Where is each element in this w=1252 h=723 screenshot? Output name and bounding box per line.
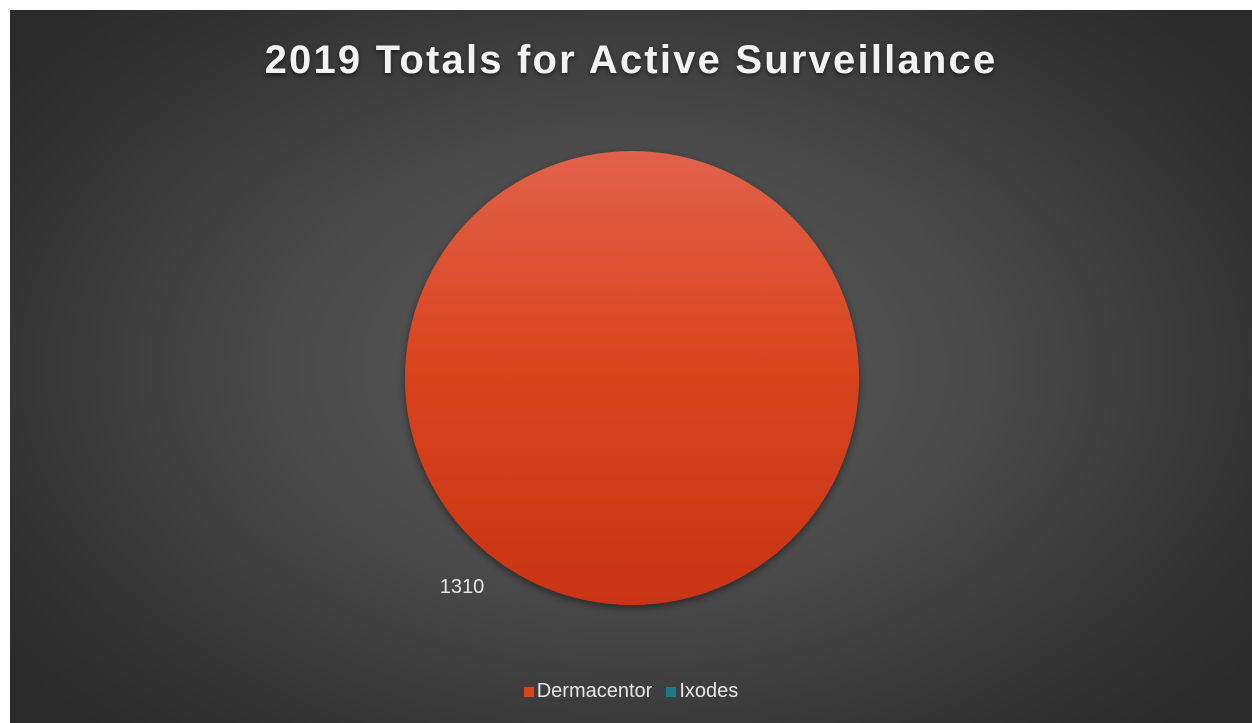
legend-swatch-ixodes [666,686,677,697]
pie-slice-dermacentor [405,151,859,605]
chart-area: 2019 Totals for Active Surveillance 1310… [10,10,1252,723]
legend-item-ixodes: Ixodes [666,680,738,703]
legend-label-ixodes: Ixodes [679,680,739,702]
pie-plot: 1310 [405,151,859,605]
legend-item-dermacentor: Dermacentor [523,680,653,703]
data-label-dermacentor: 1310 [440,576,485,598]
chart-title: 2019 Totals for Active Surveillance [264,38,998,82]
legend-swatch-dermacentor [523,686,534,697]
legend: Dermacentor Ixodes [10,680,1252,703]
legend-label-dermacentor: Dermacentor [536,680,653,702]
